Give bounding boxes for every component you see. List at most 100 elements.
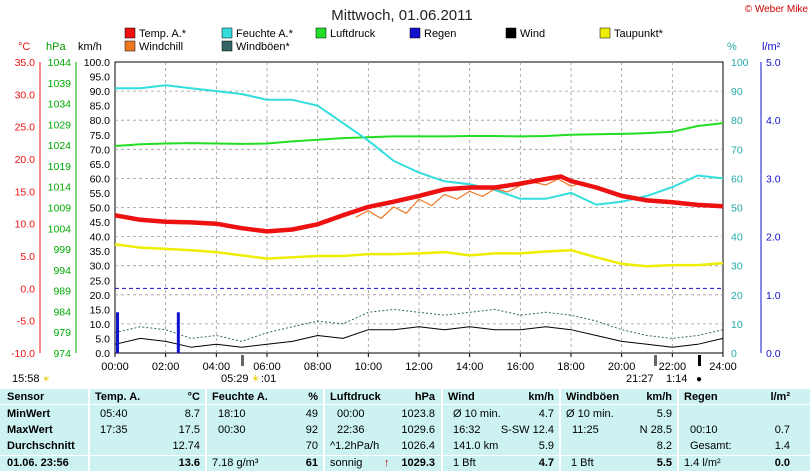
humidity-tick-label: 40 (731, 232, 743, 244)
temp-min-time: 05:40 (100, 408, 128, 420)
wind-tick-label: 100.0 (84, 57, 110, 69)
header-sensor: Sensor (7, 391, 45, 403)
x-tick-label: 02:00 (152, 361, 180, 373)
rain-total: 1.4 (774, 440, 790, 452)
pressure-tick-label: 1024 (48, 140, 72, 152)
chart-series (114, 84, 724, 353)
pressure-trend-arrow: ↑ (384, 457, 390, 469)
table-header-separator (0, 404, 810, 405)
header-humidity-unit: % (308, 391, 318, 403)
humidity-tick-label: 0 (731, 348, 737, 360)
wind-tick-label: 35.0 (90, 246, 111, 258)
row-label-max: MaxWert (7, 424, 53, 436)
wind-avg: 5.9 (538, 440, 554, 452)
legend-swatch (505, 27, 517, 39)
pressure-unit-label: hPa (46, 41, 66, 53)
header-wind: Wind (448, 391, 475, 403)
column-separator (559, 389, 561, 471)
weather-chart: Mittwoch, 01.06.2011 © Weber Mike °C hPa… (11, 4, 808, 385)
humidity-tick-label: 90 (731, 86, 743, 98)
wind-tick-label: 5.0 (95, 333, 110, 345)
pressure-tick-label: 984 (53, 306, 71, 318)
row-label-avg: Durchschnitt (7, 440, 75, 452)
x-tick-label: 18:00 (557, 361, 585, 373)
wind-tick-label: 0.0 (95, 348, 110, 360)
wind-tick-label: 75.0 (90, 130, 111, 142)
header-pressure: Luftdruck (330, 391, 381, 403)
rain-tick-label: 0.0 (766, 348, 781, 360)
column-separator (441, 389, 443, 471)
sunrise-marker (241, 355, 244, 366)
rain-tick-label: 2.0 (766, 232, 781, 244)
legend-label: Feuchte A.* (236, 28, 294, 40)
wind-tick-label: 65.0 (90, 159, 111, 171)
header-temp-unit: °C (187, 391, 200, 403)
wind-tick-label: 15.0 (90, 304, 111, 316)
pressure-tick-label: 979 (53, 327, 71, 339)
below-axis-markers (241, 355, 701, 366)
row-label-min: MinWert (7, 408, 51, 420)
humidity-max: 92 (305, 424, 318, 436)
gust-max: N 28.5 (639, 424, 672, 436)
pressure-max: 1029.6 (401, 424, 435, 436)
x-tick-label: 06:00 (253, 361, 281, 373)
sun-icon: ☀ (251, 374, 260, 385)
rain-total-label: Gesamt: (690, 440, 732, 452)
wind-tick-label: 80.0 (90, 115, 111, 127)
humidity-absolute: 7.18 g/m³ (212, 457, 259, 469)
chart-legend: Temp. A.* Feuchte A.* Luftdruck Regen Wind Ta… (124, 27, 664, 53)
temp-tick-label: 20.0 (15, 154, 36, 166)
legend-swatch (221, 27, 233, 39)
legend-label: Wind (520, 28, 545, 40)
gust-bft: 1 Bft (571, 457, 594, 469)
pressure-tick-label: 1009 (48, 203, 72, 215)
wind-bft: 1 Bft (453, 457, 476, 469)
rain-tick-label: 5.0 (766, 57, 781, 69)
pressure-tick-label: 1039 (48, 78, 72, 90)
sunrise-label: 05:29 (221, 373, 249, 385)
header-humidity: Feuchte A. (212, 391, 268, 403)
rain-bar (116, 312, 120, 353)
wind-tick-label: 60.0 (90, 173, 111, 185)
series-line-feuchtea (115, 84, 724, 206)
gust-current: 5.5 (656, 457, 672, 469)
column-separator (88, 389, 90, 471)
midnight-marker (698, 355, 701, 366)
legend-swatch (124, 40, 136, 52)
wind-distance: 141.0 km (453, 440, 499, 452)
temp-min: 8.7 (184, 408, 200, 420)
series-line-taupunkt (114, 243, 724, 268)
pressure-tick-label: 1029 (48, 119, 72, 131)
wind-tick-label: 40.0 (90, 232, 111, 244)
temp-tick-label: 0.0 (20, 283, 35, 295)
wind-tick-label: 10.0 (90, 319, 111, 331)
x-tick-label: 24:00 (709, 361, 737, 373)
header-gust-unit: km/h (646, 391, 672, 403)
x-tick-label: 04:00 (203, 361, 231, 373)
legend-label: Taupunkt* (614, 28, 664, 40)
header-rain: Regen (684, 391, 718, 403)
humidity-min-time: 18:10 (218, 408, 246, 420)
legend-label: Luftdruck (330, 28, 376, 40)
header-pressure-unit: hPa (414, 391, 435, 403)
pressure-tick-label: 1004 (48, 223, 72, 235)
series-line-tempa (114, 174, 724, 234)
pressure-avg: 1026.4 (401, 440, 435, 452)
pressure-tick-label: 1044 (48, 57, 72, 69)
legend-swatch (124, 27, 136, 39)
temp-avg: 12.74 (172, 440, 200, 452)
temp-tick-label: 25.0 (15, 122, 36, 134)
x-tick-label: 10:00 (355, 361, 383, 373)
wind-tick-label: 90.0 (90, 86, 111, 98)
wind-tick-label: 30.0 (90, 261, 111, 273)
wind-tick-label: 55.0 (90, 188, 111, 200)
wind-avg10: 4.7 (538, 408, 554, 420)
pressure-tick-label: 1019 (48, 161, 72, 173)
pressure-current: 1029.3 (401, 457, 435, 469)
wind-max-time: 16:32 (453, 424, 481, 436)
temp-max-time: 17:35 (100, 424, 128, 436)
pressure-max-time: 22:36 (337, 424, 365, 436)
rain-unit-label: l/m² (762, 41, 781, 53)
gust-max-time: 11:25 (572, 424, 599, 436)
legend-label: Windböen* (236, 41, 291, 53)
